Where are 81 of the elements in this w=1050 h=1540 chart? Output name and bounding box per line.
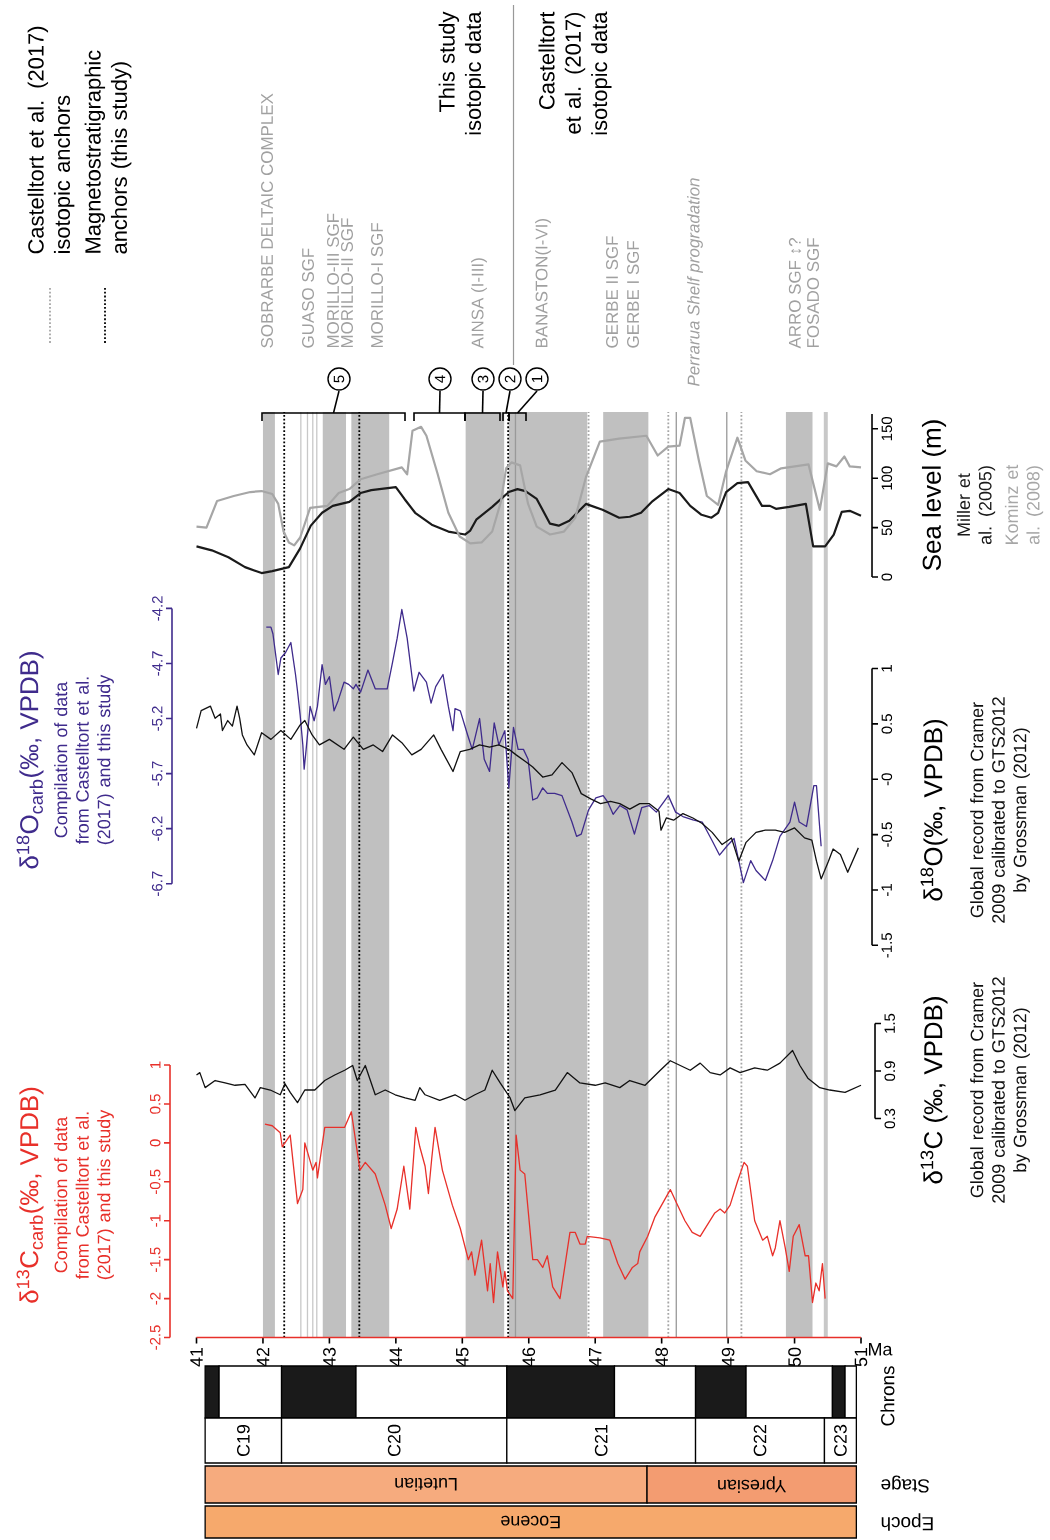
text: BANASTON(I-VI) — [535, 219, 551, 348]
series-label: Ypresian — [718, 1476, 787, 1493]
y-tick-label: -6.2 — [151, 816, 163, 841]
text: 4 — [434, 375, 446, 383]
text: 5 — [333, 375, 345, 383]
y2-tick-label: -0 — [881, 773, 893, 786]
text: ARRO SGF ↕? — [788, 238, 802, 349]
x-tick-label: 51 — [854, 1347, 868, 1367]
text: MORILLO-I SGF — [371, 223, 384, 348]
y-axis-title: δ$^{18}$O$_{carb}$(‰, VPDB) — [16, 652, 44, 869]
x-tick-label: 43 — [323, 1347, 336, 1367]
series-label: Eocene — [501, 1515, 560, 1529]
text: GUASO SGF — [302, 248, 315, 348]
y-tick-label: 0.3 — [884, 1108, 896, 1129]
series-label: C20 — [387, 1424, 401, 1457]
text: 3 — [477, 375, 489, 383]
text: Magnetostratigraphic anchors (this study) — [84, 50, 132, 254]
text: MORILLO-III SGF — [327, 213, 340, 348]
x-axis-title: Ma — [869, 1343, 893, 1356]
series-label: C22 — [753, 1424, 767, 1457]
y-tick-label: -2.5 — [149, 1325, 161, 1350]
line-series — [265, 608, 822, 884]
text: GERBE I SGF — [627, 240, 640, 348]
x-tick-label: 41 — [190, 1347, 203, 1367]
y-tick-label: -0.5 — [149, 1169, 161, 1195]
x-tick-label: 42 — [256, 1347, 270, 1367]
x-tick-label: 48 — [655, 1347, 668, 1367]
y-tick-label: 100 — [881, 466, 893, 490]
y2-axis-title: δ$^{18}$O(‰, VPDB) — [920, 719, 948, 901]
text: Compilation of data from Castelltort et al. (2017) and this study — [54, 1109, 114, 1280]
series-label: C23 — [834, 1424, 847, 1457]
text: 2 — [504, 375, 516, 383]
x-tick-label: 45 — [456, 1347, 469, 1367]
text: 1 — [531, 375, 543, 383]
y-tick-label: 0 — [881, 573, 893, 581]
y-tick-label: Epoch — [881, 1513, 933, 1531]
x-tick-label: 50 — [788, 1347, 801, 1367]
line-series — [195, 1049, 862, 1112]
text: SOBRARBE DELTAIC COMPLEX — [261, 93, 274, 348]
y-tick-label: -5.7 — [152, 761, 163, 786]
text: Perrarua Shelf progradation — [687, 178, 703, 386]
text: Miller et al. (2005) — [956, 466, 996, 545]
y-tick-label: -6.7 — [151, 871, 163, 896]
text: Compilation of data from Castelltort et al. (2017) and this study — [54, 674, 114, 845]
text: Kominz et al. (2008) — [1004, 464, 1044, 545]
y-tick-label: Stage — [881, 1475, 930, 1493]
y-tick-label: 1 — [150, 1061, 161, 1069]
series-label: Lutetian — [395, 1477, 457, 1492]
x-tick-label: 46 — [522, 1347, 536, 1367]
y-tick-label: -1.5 — [150, 1247, 161, 1272]
text: Castelltort et al. (2017) isotopic anchors — [27, 26, 75, 254]
y-axis-title: Sea level (m) — [921, 420, 947, 571]
line-series — [195, 481, 863, 575]
y-tick-label: 1.5 — [884, 1013, 895, 1033]
series-label: C21 — [594, 1424, 608, 1457]
text: MORILLO-II SGF — [341, 218, 354, 348]
y-tick-label: 150 — [881, 416, 893, 441]
text: This study isotopic data — [438, 11, 486, 135]
y-axis-title: δ$^{13}$C$_{carb}$(‰, VPDB) — [16, 1087, 44, 1303]
text: GERBE II SGF — [606, 236, 619, 348]
text: Castelltort et al. (2017) isotopic data — [538, 11, 612, 135]
y-tick-label: 50 — [881, 519, 893, 536]
y-tick-label: 0.5 — [149, 1094, 161, 1114]
y-tick-label: 0.9 — [884, 1061, 896, 1081]
y-tick-label: Chrons — [880, 1366, 895, 1426]
y-tick-label: -4.7 — [152, 651, 163, 676]
series-label: C19 — [236, 1424, 250, 1457]
y-tick-label: 0 — [149, 1139, 161, 1147]
x-tick-label: 49 — [721, 1347, 735, 1367]
line-series — [195, 705, 859, 880]
x-tick-label: 44 — [389, 1347, 403, 1367]
y-tick-label: -5.2 — [151, 706, 163, 731]
y-axis-title: δ$^{13}$C (‰, VPDB) — [920, 997, 948, 1184]
y-tick-label: -1 — [150, 1214, 161, 1227]
text: Global record from Cramer 2009 calibrated to GTS2012 by Grossman (2012) — [970, 977, 1030, 1203]
text: AINSA (I-III) — [471, 258, 487, 349]
x-tick-label: 47 — [589, 1347, 602, 1367]
y-tick-label: -4.2 — [152, 596, 163, 621]
text: Global record from Cramer 2009 calibrated to GTS2012 by Grossman (2012) — [970, 697, 1030, 923]
y-tick-label: -2 — [150, 1292, 161, 1305]
text: FOSADO SGF — [807, 238, 820, 348]
